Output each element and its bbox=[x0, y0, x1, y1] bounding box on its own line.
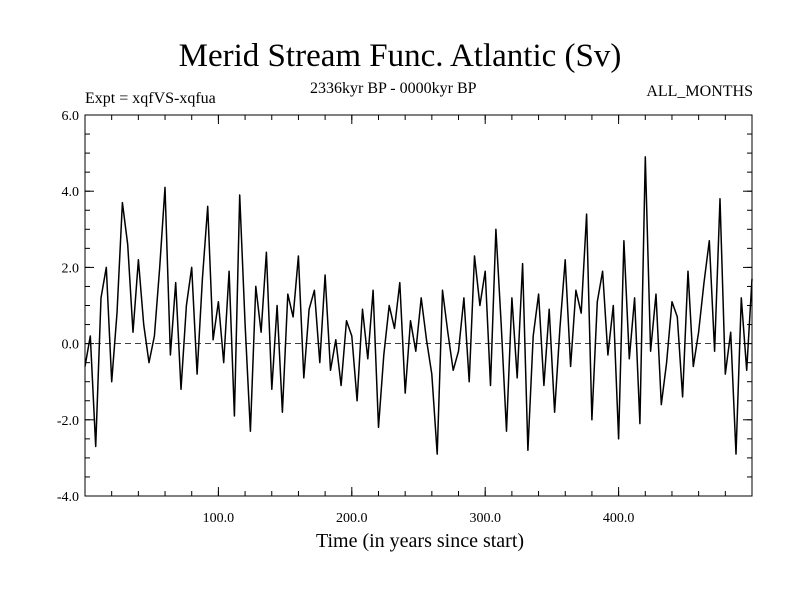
series-line bbox=[84, 156, 753, 455]
months-label: ALL_MONTHS bbox=[646, 83, 753, 100]
y-tick-label: 0.0 bbox=[62, 338, 80, 353]
y-tick-label: -4.0 bbox=[57, 490, 79, 505]
y-tick-label: -2.0 bbox=[57, 414, 79, 429]
x-tick-label: 400.0 bbox=[603, 511, 635, 526]
x-tick-label: 300.0 bbox=[469, 511, 501, 526]
period-label: 2336kyr BP - 0000kyr BP bbox=[310, 80, 477, 97]
plot-frame bbox=[84, 114, 753, 497]
x-tick-label: 100.0 bbox=[203, 511, 235, 526]
y-tick-label: 2.0 bbox=[62, 261, 80, 276]
axis-ticks: -4.0 -2.0 0.0 2.0 4.0 6.0 100.0 200.0 300.0 400.0 bbox=[57, 109, 753, 526]
x-tick-label: 200.0 bbox=[336, 511, 368, 526]
x-axis-label: Time (in years since start) bbox=[315, 530, 525, 552]
experiment-label: Expt = xqfVS-xqfua bbox=[85, 90, 216, 107]
y-tick-label: 6.0 bbox=[62, 109, 80, 124]
y-tick-label: 4.0 bbox=[62, 185, 80, 200]
chart-title: Merid Stream Func. Atlantic (Sv) bbox=[178, 38, 622, 74]
